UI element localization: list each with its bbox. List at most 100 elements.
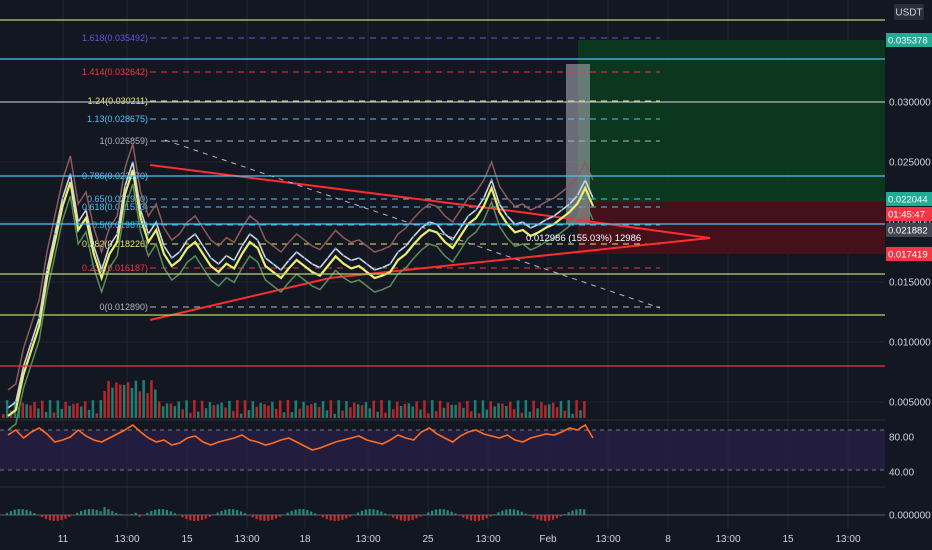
volume-bar-146 [571, 413, 574, 418]
volume-bar-87 [341, 410, 344, 418]
macd-bar-39 [154, 509, 157, 515]
price-tag-bg-4 [886, 247, 932, 261]
volume-bar-9 [37, 408, 40, 418]
macd-bar-27 [107, 509, 110, 515]
volume-bar-70 [275, 408, 278, 418]
macd-bar-13 [52, 515, 55, 521]
volume-bar-48 [189, 412, 192, 418]
price-tag-0: 0.035378 [888, 36, 928, 47]
volume-bar-119 [466, 400, 469, 418]
x-tick-11: 13:00 [715, 534, 740, 545]
volume-bar-20 [80, 406, 83, 418]
volume-bar-24 [95, 413, 99, 418]
rsi-pane [0, 423, 885, 471]
price-point-66 [521, 221, 524, 223]
price-point-7 [61, 197, 64, 199]
macd-bar-102 [399, 515, 402, 521]
price-point-51 [404, 245, 407, 247]
macd-bar-104 [407, 515, 410, 521]
time-axis[interactable]: 11 13:00 15 13:00 18 13:00 25 13:00 Feb 13:00 8 13:… [0, 528, 932, 550]
price-axis[interactable]: USDT0.0300000.0250000.0200000.0150000.01… [885, 0, 932, 550]
price-point-39 [311, 263, 314, 265]
fib-label-7: 0.618(0.021523) [82, 202, 148, 212]
volume-bar-105 [411, 406, 414, 418]
macd-bar-95 [372, 509, 375, 515]
volume-bar-27 [107, 380, 110, 418]
price-point-57 [451, 239, 454, 241]
macd-bar-71 [278, 515, 282, 517]
macd-bar-147 [575, 509, 578, 515]
volume-bar-132 [516, 400, 520, 418]
macd-bar-38 [150, 510, 153, 515]
volume-bar-89 [349, 407, 352, 418]
rsi-tick-0: 80.00 [889, 433, 914, 444]
price-point-40 [319, 266, 321, 269]
volume-bar-53 [208, 402, 212, 418]
macd-bar-2 [9, 511, 12, 515]
macd-bar-62 [243, 513, 246, 515]
indicator-bands [7, 143, 595, 431]
volume-bar-50 [197, 411, 200, 418]
macd-bar-133 [520, 511, 523, 515]
volume-bar-10 [41, 400, 44, 418]
volume-bar-149 [583, 401, 586, 418]
volume-bar-106 [415, 401, 418, 418]
macd-bar-142 [555, 515, 558, 519]
volume-bar-55 [216, 404, 219, 418]
macd-bar-140 [548, 515, 551, 521]
price-point-59 [467, 215, 470, 217]
volume-bar-5 [21, 402, 24, 418]
macd-bar-111 [434, 509, 438, 515]
macd-bar-109 [427, 512, 430, 515]
macd-bar-64 [251, 515, 254, 518]
macd-bar-77 [302, 509, 305, 515]
macd-bar-20 [80, 511, 83, 515]
volume-bar-28 [111, 387, 114, 418]
volume-bar-110 [431, 400, 434, 418]
volume-bar-11 [44, 411, 48, 418]
macd-bar-114 [446, 510, 449, 515]
macd-bar-110 [431, 510, 434, 515]
x-tick-5: 13:00 [355, 534, 380, 545]
volume-bar-69 [271, 401, 274, 418]
fib-label-11: 0(0.012890) [99, 302, 148, 312]
price-point-70 [553, 215, 555, 217]
volume-bar-6 [25, 404, 28, 418]
volume-bar-25 [99, 400, 102, 418]
volume-bar-84 [329, 400, 333, 418]
macd-bar-60 [236, 509, 239, 515]
volume-bar-34 [134, 380, 138, 418]
macd-bar-100 [392, 515, 395, 518]
price-point-72 [568, 203, 571, 205]
volume-bar-0 [2, 414, 5, 418]
macd-bar-59 [232, 509, 235, 515]
macd-bar-78 [306, 510, 309, 515]
volume-bar-46 [181, 409, 184, 418]
macd-bar-24 [95, 509, 98, 515]
price-point-18 [147, 233, 150, 235]
macd-bar-124 [485, 515, 488, 519]
volume-bar-79 [310, 404, 313, 418]
macd-bar-96 [376, 510, 379, 515]
volume-bar-44 [173, 406, 177, 418]
macd-bar-46 [181, 515, 184, 518]
volume-bar-100 [392, 409, 395, 418]
volume-bar-80 [314, 402, 317, 418]
x-tick-4: 18 [299, 534, 311, 545]
volume-bar-130 [509, 401, 512, 418]
macd-bar-139 [544, 515, 547, 521]
x-tick-10: 8 [665, 534, 671, 545]
volume-bar-127 [497, 403, 500, 418]
macd-bar-73 [286, 512, 289, 515]
volume-bar-17 [68, 405, 71, 418]
volume-bar-108 [423, 400, 426, 418]
volume-bar-148 [579, 410, 582, 418]
price-tag-1: 0.022044 [888, 195, 928, 206]
macd-bar-89 [349, 515, 352, 517]
price-point-20 [163, 245, 165, 247]
price-point-25 [202, 245, 204, 247]
volume-bar-139 [544, 405, 547, 418]
price-point-16 [131, 161, 134, 163]
volume-bar-131 [512, 409, 516, 418]
